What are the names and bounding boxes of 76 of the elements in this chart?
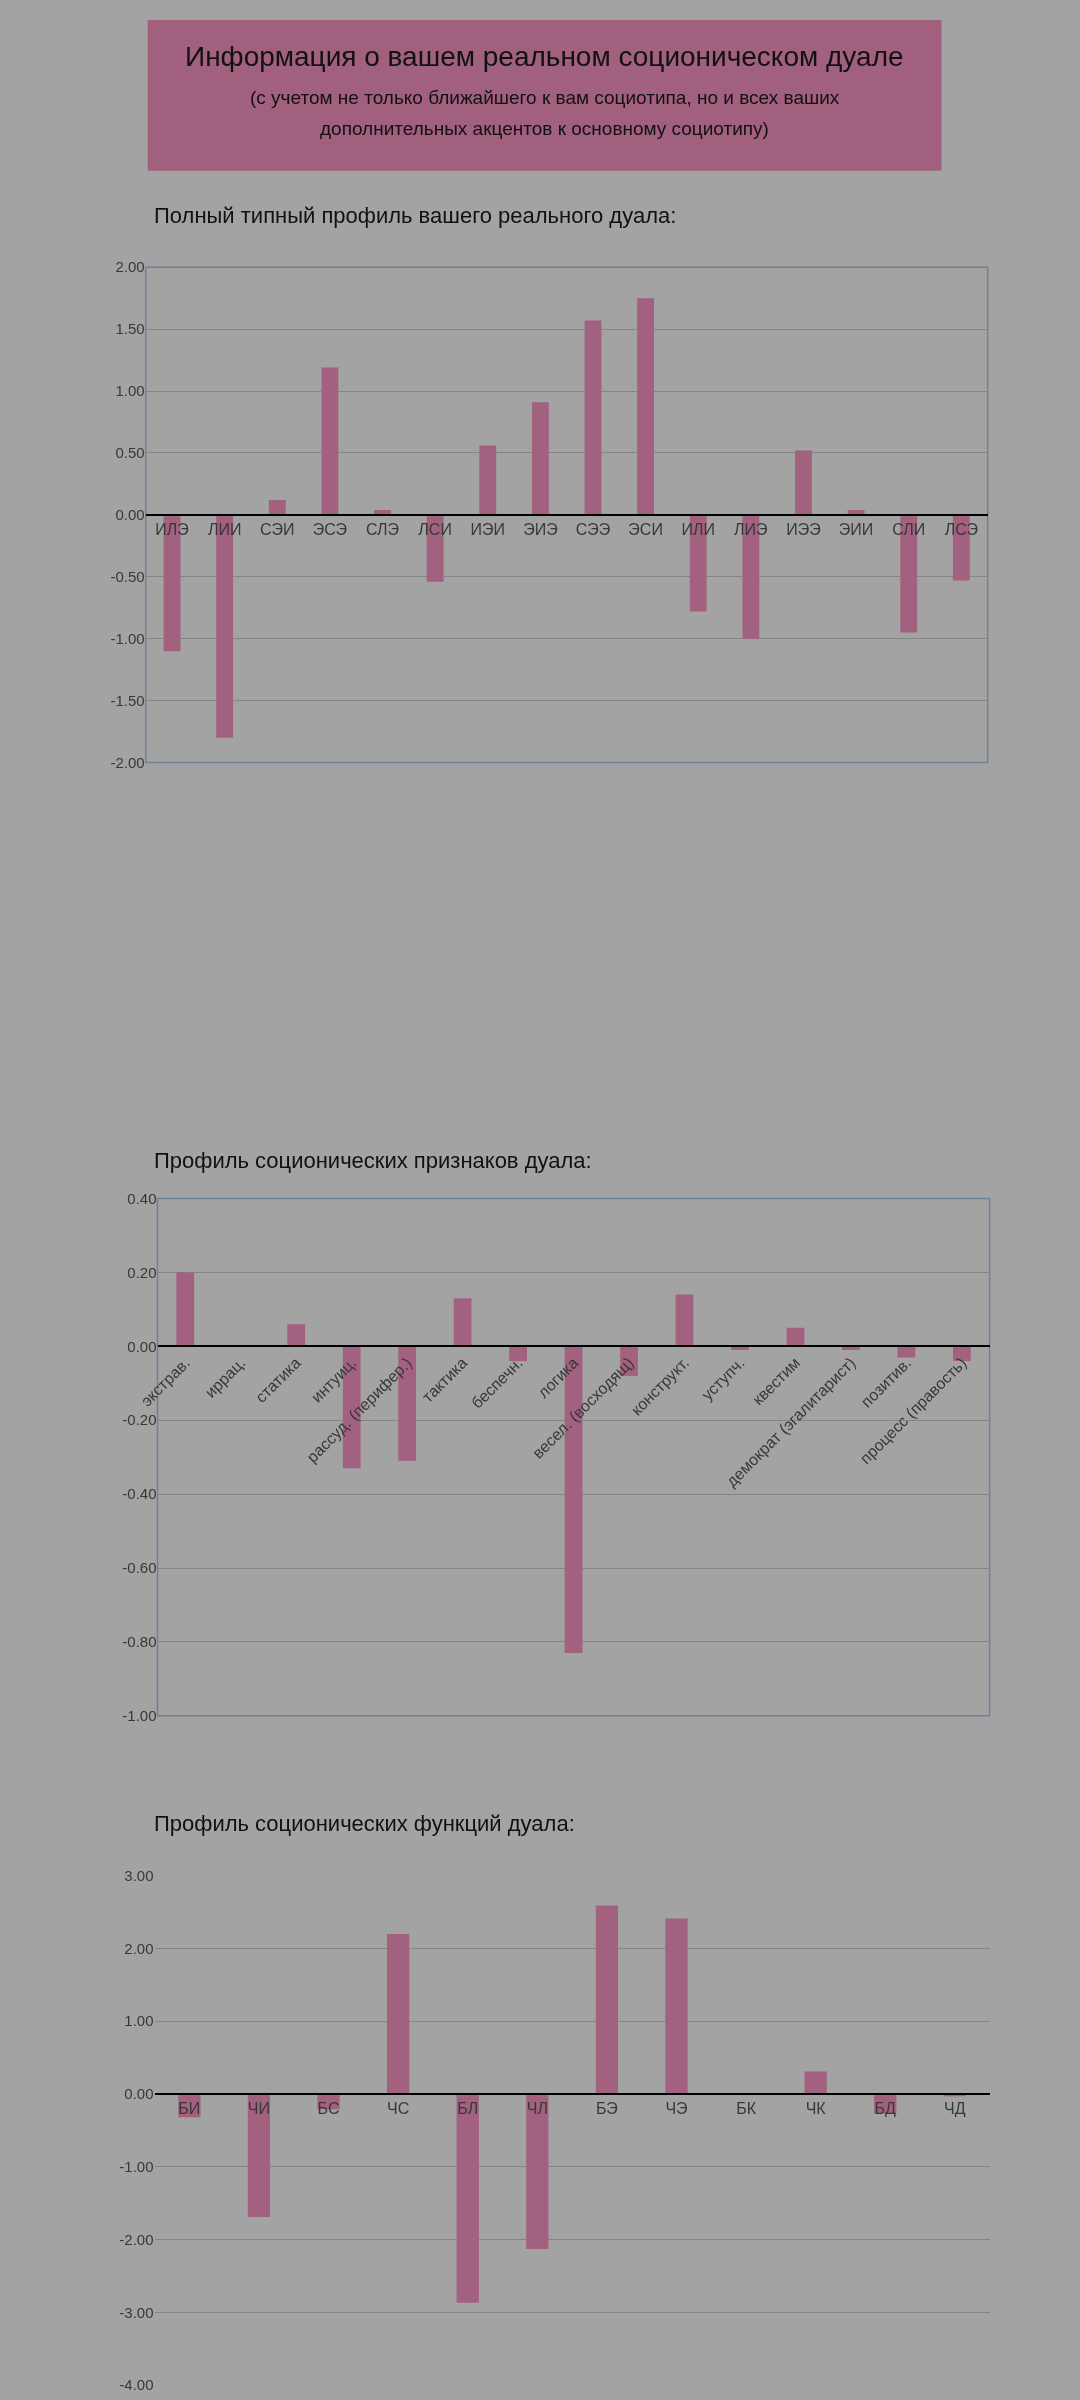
y-tick-label: 1.00 xyxy=(115,382,145,400)
y-tick-label: -0.60 xyxy=(122,1559,157,1577)
bar xyxy=(287,1324,306,1347)
y-tick-label: -2.00 xyxy=(110,753,145,771)
bar xyxy=(526,2093,549,2249)
y-tick-label: 1.50 xyxy=(115,320,145,338)
chart-title: Полный типный профиль вашего реального дуала: xyxy=(154,203,677,228)
y-tick-label: 0.00 xyxy=(115,506,145,524)
x-tick-label: ЛСЭ xyxy=(944,520,979,538)
bar xyxy=(453,1298,472,1347)
y-tick-label: 2.00 xyxy=(124,1939,154,1957)
y-tick-label: 0.20 xyxy=(127,1263,157,1281)
text: (с учетом не только ближайшего к вам социотипа, но и всех ваших дополнительных акцентов к основному социотипу) xyxy=(250,87,840,139)
x-tick-label: СЛЭ xyxy=(366,520,400,538)
bar xyxy=(595,1905,619,2094)
y-tick-label: -0.20 xyxy=(122,1411,157,1429)
bar xyxy=(268,500,286,515)
x-tick-label: ЧК xyxy=(805,2099,827,2117)
x-tick-label: БС xyxy=(317,2099,340,2117)
bar xyxy=(321,367,339,515)
y-tick-label: -0.40 xyxy=(122,1485,157,1503)
y-tick-label: -1.00 xyxy=(110,630,145,648)
x-tick-label: ЭСЭ xyxy=(312,520,348,538)
x-tick-label: БЭ xyxy=(595,2099,618,2117)
x-tick-label: ЧД xyxy=(944,2099,966,2117)
bar xyxy=(247,2093,271,2217)
chart-title: Профиль соционических функций дуала: xyxy=(154,1811,575,1836)
bar xyxy=(386,1933,410,2094)
y-tick-label: -0.80 xyxy=(122,1633,157,1651)
text: Информация о вашем реальном соционическом дуале xyxy=(185,41,904,72)
bar xyxy=(176,1272,195,1347)
y-tick-label: 2.00 xyxy=(115,258,145,276)
y-tick-label: 3.00 xyxy=(124,1866,154,1884)
x-tick-label: ИЭИ xyxy=(470,520,506,538)
x-tick-label: ЛСИ xyxy=(418,520,452,538)
x-tick-label: ЛИИ xyxy=(207,520,242,538)
y-tick-label: -2.00 xyxy=(119,2230,154,2248)
bar xyxy=(584,320,602,515)
x-tick-label: ЧЭ xyxy=(665,2099,688,2117)
bar xyxy=(637,298,655,515)
x-tick-label: СЭИ xyxy=(260,520,295,538)
y-tick-label: 1.00 xyxy=(124,2012,154,2030)
bar xyxy=(531,402,549,515)
bar xyxy=(675,1294,694,1347)
y-tick-label: 0.00 xyxy=(124,2085,154,2103)
x-tick-label: ЧЛ xyxy=(526,2099,548,2117)
x-tick-label: ИЛИ xyxy=(681,520,715,538)
bar xyxy=(665,1918,688,2094)
chart-title: Профиль соционических признаков дуала: xyxy=(154,1148,592,1173)
x-tick-label: БЛ xyxy=(457,2099,479,2117)
x-tick-label: БК xyxy=(736,2099,757,2117)
x-tick-label: ЧИ xyxy=(247,2099,271,2117)
x-tick-label: СЭЭ xyxy=(575,520,611,538)
x-tick-label: ЭИЭ xyxy=(523,520,558,538)
bar xyxy=(479,445,497,515)
y-tick-label: -1.00 xyxy=(122,1707,157,1725)
y-tick-label: 0.40 xyxy=(127,1189,157,1207)
y-tick-label: -3.00 xyxy=(119,2303,154,2321)
y-tick-label: -0.50 xyxy=(110,568,145,586)
bar xyxy=(456,2093,479,2303)
x-tick-label: ЭСИ xyxy=(628,520,663,538)
y-tick-label: 0.00 xyxy=(127,1337,157,1355)
y-tick-label: 0.50 xyxy=(115,444,145,462)
x-tick-label: ЛИЭ xyxy=(734,520,768,538)
x-tick-label: БД xyxy=(874,2099,897,2117)
y-tick-label: -4.00 xyxy=(119,2376,154,2394)
bar xyxy=(795,450,812,515)
x-tick-label: ИЭЭ xyxy=(786,520,821,538)
x-tick-label: ЭИИ xyxy=(838,520,874,538)
y-tick-label: -1.00 xyxy=(119,2158,154,2175)
x-tick-label: ЧС xyxy=(387,2099,410,2117)
bar xyxy=(804,2071,827,2094)
x-tick-label: ИЛЭ xyxy=(155,520,189,538)
y-tick-label: -1.50 xyxy=(110,691,145,709)
bar xyxy=(509,1346,527,1362)
x-tick-label: БИ xyxy=(178,2099,201,2117)
